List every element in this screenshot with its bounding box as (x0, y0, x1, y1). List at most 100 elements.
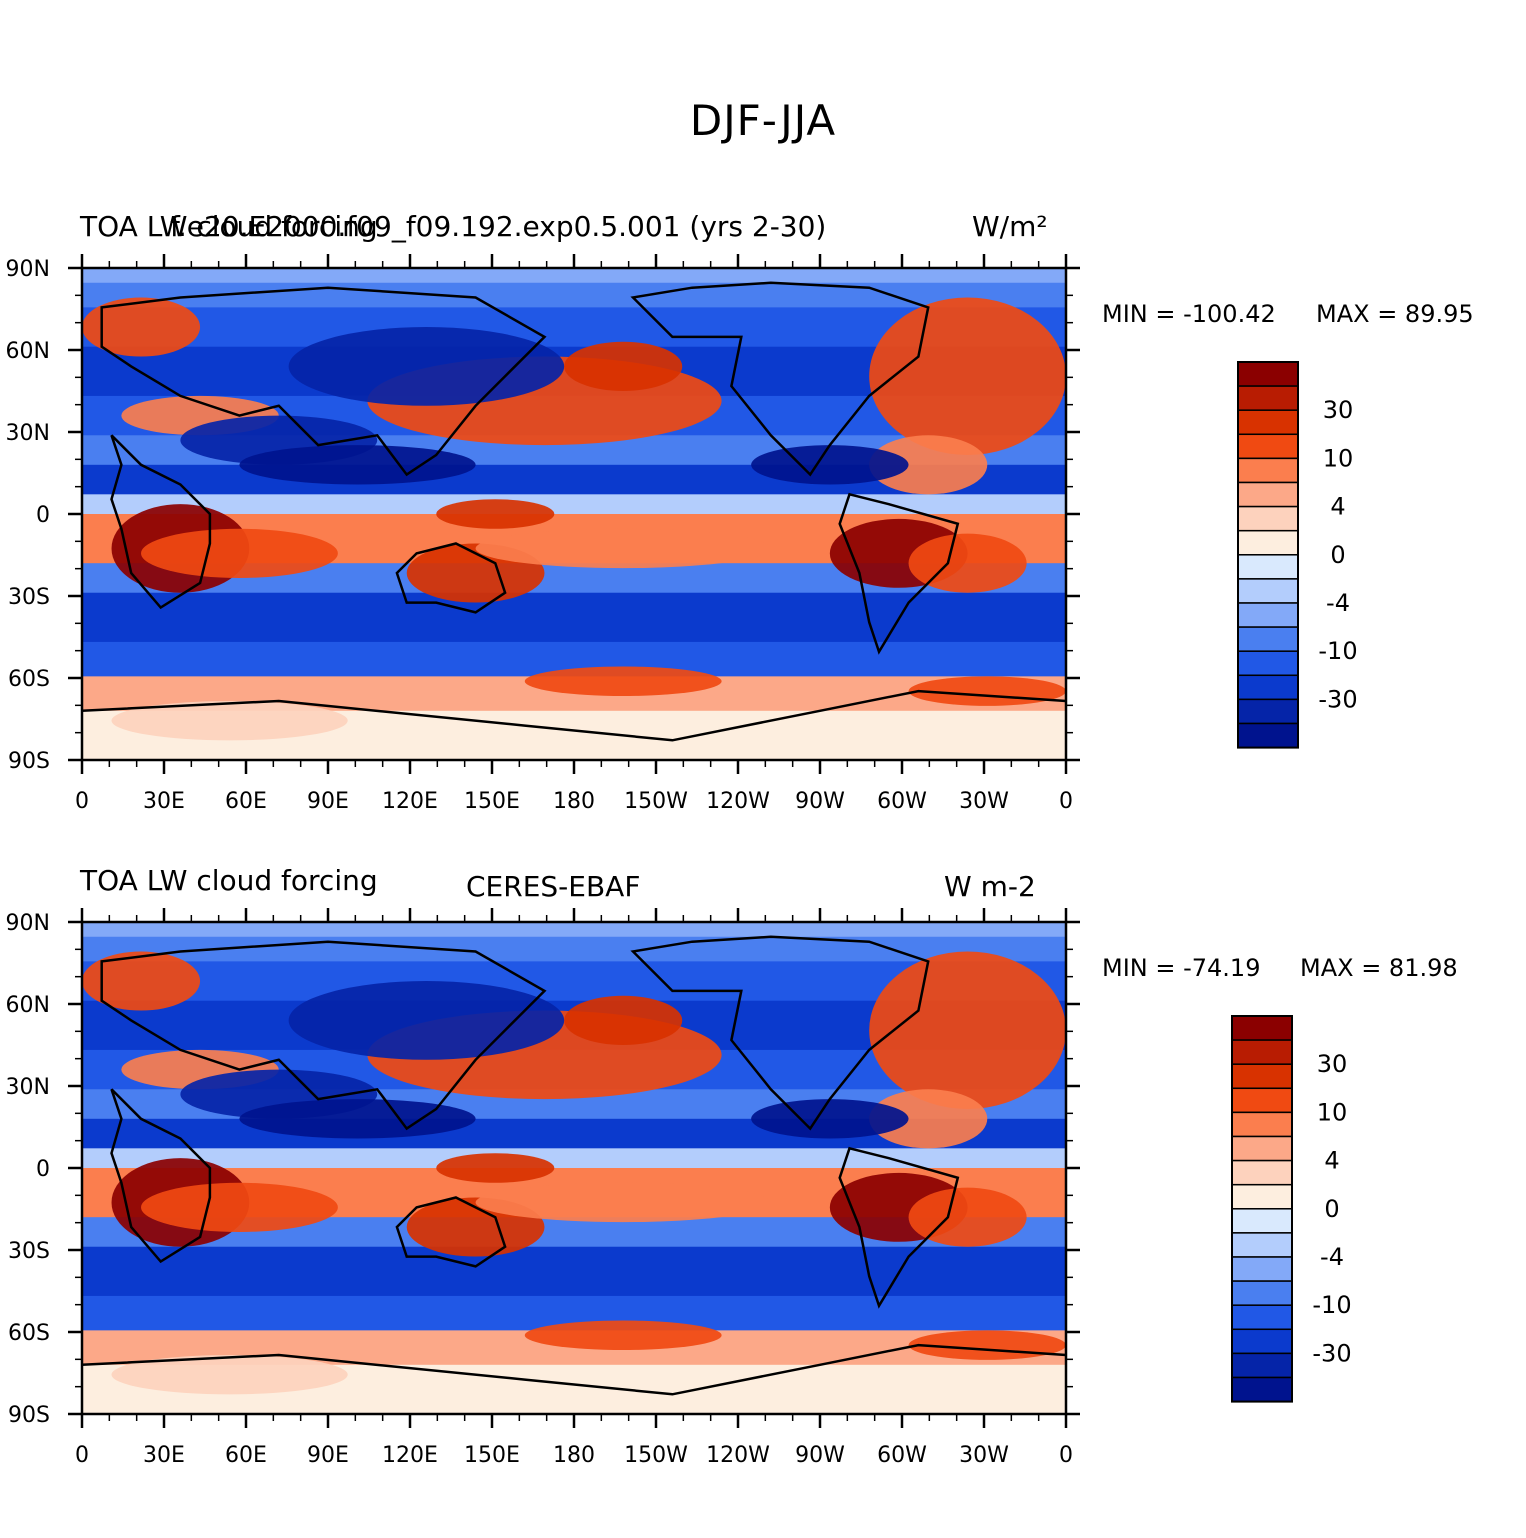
colorbar-box (1237, 409, 1299, 436)
lon-tick-label: 150E (464, 789, 520, 814)
lon-tick-label: 150E (464, 1443, 520, 1468)
colorbar-label: -4 (1326, 589, 1350, 617)
colorbar-label: 0 (1324, 1195, 1339, 1223)
lon-tick-label: 120W (706, 1443, 770, 1468)
colorbar-box (1231, 1135, 1293, 1162)
lon-tick-label: 120E (382, 789, 438, 814)
lat-tick-label: 0 (36, 1157, 50, 1182)
lon-tick-label: 0 (75, 1443, 89, 1468)
field-region (869, 297, 1066, 455)
colorbar-label: 10 (1323, 444, 1354, 472)
lon-tick-label: 180 (553, 1443, 595, 1468)
lon-tick-label: 60E (225, 1443, 267, 1468)
field-band (82, 936, 1066, 963)
lon-tick-label: 30E (143, 1443, 185, 1468)
coastline (630, 281, 930, 477)
coastline (838, 492, 960, 655)
colorbar-box (1237, 674, 1299, 701)
map-field-1 (82, 268, 1066, 760)
field-region (869, 1089, 988, 1149)
field-region (82, 951, 201, 1011)
colorbar-2: 30 10 4 0 -4 -10 -30 (1231, 1015, 1352, 1403)
field-region (908, 1187, 1027, 1247)
colorbar-box (1231, 1183, 1293, 1210)
lon-tick-label: 150W (624, 789, 688, 814)
field-band (82, 1246, 1066, 1297)
coastline (395, 1196, 507, 1268)
colorbar-label: 30 (1323, 396, 1354, 424)
colorbar-box (1231, 1232, 1293, 1258)
field-region (436, 499, 555, 529)
colorbar-box (1237, 722, 1299, 749)
field-band (82, 592, 1066, 643)
lat-tick-label: 30N (6, 421, 50, 446)
field-region (141, 1182, 338, 1232)
lat-tick-label: 30S (8, 585, 50, 610)
field-region (111, 700, 348, 741)
colorbar-box (1237, 650, 1299, 677)
lon-tick-label: 0 (1059, 1443, 1073, 1468)
field-region (436, 1153, 555, 1183)
colorbar-box (1237, 433, 1299, 460)
colorbar-box (1231, 1159, 1293, 1186)
colorbar-box (1237, 602, 1299, 628)
lon-tick-label: 120W (706, 789, 770, 814)
panel-2-units: W m-2 (944, 870, 1036, 903)
field-region (869, 435, 988, 495)
panel-2-left-title: TOA LW cloud forcing (80, 864, 378, 897)
field-region (141, 528, 338, 578)
panel-1-max: MAX = 89.95 (1316, 300, 1474, 328)
lat-tick-label: 60N (6, 993, 50, 1018)
coastline (630, 935, 930, 1131)
lon-tick-label: 90E (307, 1443, 349, 1468)
lon-tick-label: 0 (1059, 789, 1073, 814)
lon-tick-label: 30W (959, 789, 1009, 814)
coastline (100, 940, 547, 1131)
colorbar-box (1237, 529, 1299, 556)
field-region (564, 995, 683, 1045)
colorbar-label: -4 (1320, 1243, 1344, 1271)
colorbar-box (1237, 626, 1299, 652)
lat-tick-label: 30N (6, 1075, 50, 1100)
field-region (239, 445, 476, 485)
lon-tick-label: 30W (959, 1443, 1009, 1468)
colorbar-frame (1231, 1015, 1293, 1403)
colorbar-box (1231, 1328, 1293, 1355)
lon-tick-label: 60E (225, 789, 267, 814)
colorbar-label: 30 (1317, 1050, 1348, 1078)
lon-tick-label: 30E (143, 789, 185, 814)
colorbar-label: 4 (1330, 493, 1345, 521)
lon-tick-label: 120E (382, 1443, 438, 1468)
lon-tick-label: 90E (307, 789, 349, 814)
colorbar-frame (1237, 361, 1299, 749)
field-region (908, 533, 1027, 593)
coastline (110, 434, 212, 610)
colorbar-box (1237, 554, 1299, 580)
colorbar-box (1231, 1280, 1293, 1306)
coastline (82, 1343, 1066, 1396)
colorbar-box (1231, 1352, 1293, 1379)
colorbar-box (1237, 698, 1299, 725)
coastline (110, 1088, 212, 1264)
colorbar-label: -30 (1318, 685, 1357, 713)
field-region (564, 341, 683, 391)
lat-tick-label: 30S (8, 1239, 50, 1264)
lon-tick-label: 180 (553, 789, 595, 814)
field-band (82, 1148, 1066, 1169)
lon-tick-label: 90W (795, 1443, 845, 1468)
panel-1-units: W/m² (972, 210, 1048, 243)
field-region (288, 327, 565, 406)
panel-2-min: MIN = -74.19 (1102, 954, 1261, 982)
colorbar-box (1237, 385, 1299, 411)
lat-tick-label: 60S (8, 667, 50, 692)
colorbar-box (1237, 457, 1299, 484)
field-band (82, 268, 1066, 284)
colorbar-label: 10 (1317, 1098, 1348, 1126)
panel-1-center-title: f.e20.E2000.f09_f09.192.exp0.5.001 (yrs … (170, 210, 827, 243)
lat-tick-label: 90S (8, 749, 50, 774)
field-band (82, 922, 1066, 938)
field-region (288, 981, 565, 1060)
field-region (524, 666, 722, 697)
colorbar-1: 30 10 4 0 -4 -10 -30 (1237, 361, 1358, 749)
field-region (239, 1099, 476, 1139)
